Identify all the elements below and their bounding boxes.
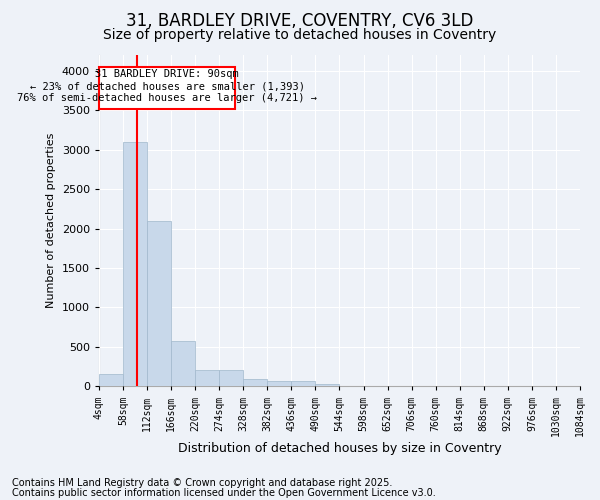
Bar [292,381,316,386]
Y-axis label: Number of detached properties: Number of detached properties [46,133,56,308]
Text: 31 BARDLEY DRIVE: 90sqm: 31 BARDLEY DRIVE: 90sqm [95,69,239,79]
Bar [171,342,195,386]
Text: 76% of semi-detached houses are larger (4,721) →: 76% of semi-detached houses are larger (… [17,93,317,103]
Bar [267,381,292,386]
FancyBboxPatch shape [100,67,235,108]
Text: Contains public sector information licensed under the Open Government Licence v3: Contains public sector information licen… [12,488,436,498]
Bar [147,220,171,386]
Bar [316,384,340,386]
Bar [123,142,147,386]
X-axis label: Distribution of detached houses by size in Coventry: Distribution of detached houses by size … [178,442,501,455]
Bar [243,379,267,386]
Text: Size of property relative to detached houses in Coventry: Size of property relative to detached ho… [103,28,497,42]
Bar [219,370,243,386]
Text: Contains HM Land Registry data © Crown copyright and database right 2025.: Contains HM Land Registry data © Crown c… [12,478,392,488]
Bar [195,370,219,386]
Bar [99,374,123,386]
Text: ← 23% of detached houses are smaller (1,393): ← 23% of detached houses are smaller (1,… [30,81,305,91]
Text: 31, BARDLEY DRIVE, COVENTRY, CV6 3LD: 31, BARDLEY DRIVE, COVENTRY, CV6 3LD [127,12,473,30]
